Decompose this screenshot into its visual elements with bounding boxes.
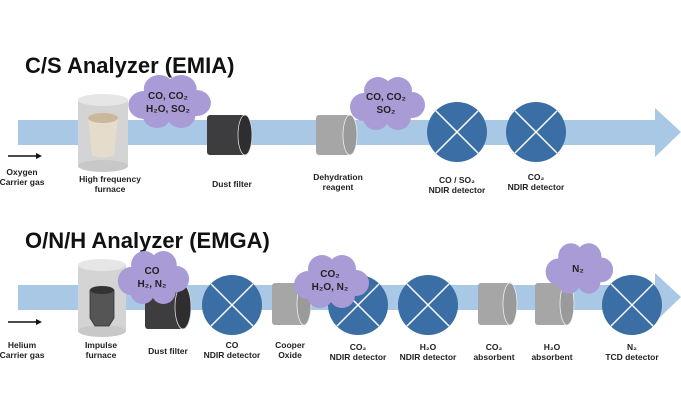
emia-co2-ndir-detector (506, 102, 566, 162)
emga-carrier-arrow-icon (8, 319, 42, 325)
emga-dust-filter-label: Dust filter (148, 346, 188, 356)
emia-dust-filter (207, 114, 253, 156)
emia-carrier-label: Oxygen Carrier gas (0, 167, 45, 187)
emga-co2-absorbent (478, 282, 518, 326)
emia-det2-label: CO₂ NDIR detector (508, 172, 565, 192)
emia-dehydration-reagent (316, 114, 358, 156)
emga-furnace-label: Impulse furnace (85, 340, 117, 360)
emga-det-tcd-label: N₂ TCD detector (605, 342, 659, 362)
emia-dust-filter-label: Dust filter (212, 179, 252, 189)
emia-furnace (78, 94, 128, 172)
emga-co-ndir-detector (202, 275, 262, 335)
emga-h2o-abs-label: H₂O absorbent (531, 342, 572, 362)
emia-carrier-arrow-icon (8, 153, 42, 159)
emga-co2-abs-label: CO₂ absorbent (473, 342, 514, 362)
emia-cloud-2-text: CO, CO₂ SO₂ (366, 92, 406, 116)
emia-dehydration-label: Dehydration reagent (313, 172, 363, 192)
emia-det1-label: CO / SO₂ NDIR detector (429, 175, 486, 195)
emia-furnace-label: High frequency furnace (79, 174, 141, 194)
emga-cloud-1-text: CO H₂, N₂ (138, 266, 167, 290)
emga-det-co2-label: CO₂ NDIR detector (330, 342, 387, 362)
emga-cloud-3-text: N₂ (572, 264, 584, 275)
emga-cooper-label: Cooper Oxide (275, 340, 305, 360)
emia-title: C/S Analyzer (EMIA) (25, 53, 234, 78)
emga-carrier-label: Helium Carrier gas (0, 340, 45, 360)
emga-det-h2o-label: H₂O NDIR detector (400, 342, 457, 362)
emia-cloud-1-text: CO, CO₂ H₂O, SO₂ (146, 91, 190, 115)
emga-h2o-ndir-detector (398, 275, 458, 335)
emga-title: O/N/H Analyzer (EMGA) (25, 228, 270, 253)
emia-co-so2-ndir-detector (427, 102, 487, 162)
emga-n2-tcd-detector (602, 275, 662, 335)
emga-cloud-2-text: CO₂ H₂O, N₂ (312, 269, 349, 293)
emga-det-co-label: CO NDIR detector (204, 340, 261, 360)
emga-impulse-furnace (78, 259, 126, 337)
